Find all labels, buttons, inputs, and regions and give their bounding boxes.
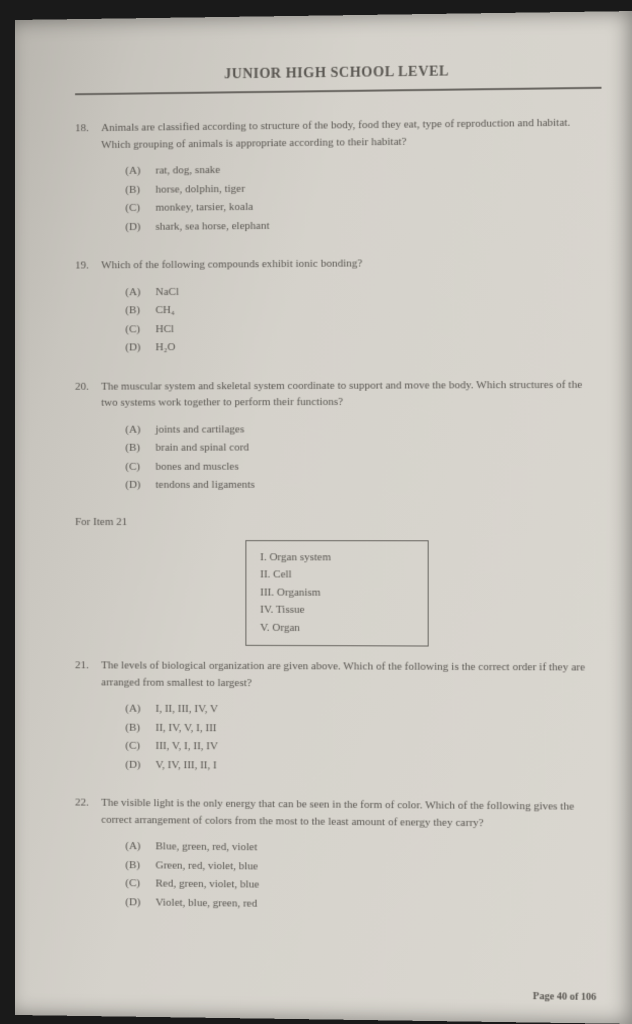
option-label: (A) [125,701,145,718]
option-text: joints and cartilages [155,421,244,438]
option: (D) tendons and ligaments [125,476,601,493]
option: (C) monkey, tarsier, koala [125,196,601,217]
option-text: Green, red, violet, blue [155,857,257,875]
option: (C) bones and muscles [125,457,601,474]
option-text: tendons and ligaments [155,477,254,494]
option: (C) III, V, I, II, IV [125,738,601,758]
box-item: I. Organ system [260,549,413,567]
questions-section-bottom: 21. The levels of biological organization… [75,658,601,916]
option-label: (D) [125,339,145,356]
option: (A) NaCl [125,281,601,301]
question-text: 18. Animals are classified according to s… [75,114,601,153]
option-text: H₂O [155,339,175,356]
question: 18. Animals are classified according to s… [75,114,601,235]
exam-page: JUNIOR HIGH SCHOOL LEVEL 18. Animals are … [15,11,632,1024]
option-label: (C) [125,200,145,217]
option: (D) Violet, blue, green, red [125,894,601,916]
question: 21. The levels of biological organization… [75,658,601,777]
option-label: (C) [125,321,145,338]
question-text: 22. The visible light is the only energy … [75,795,601,833]
option-label: (C) [125,876,145,893]
option-label: (B) [125,440,145,457]
page-footer: Page 40 of 106 [533,991,596,1003]
options-list: (A) NaCl (B) CH₄ (C) HCl (D) H₂O [125,281,601,356]
for-item-label: For Item 21 [75,515,601,527]
options-list: (A) rat, dog, snake (B) horse, dolphin, tig… [125,158,601,235]
options-list: (A) I, II, III, IV, V (B) II, IV, V, I, III… [125,701,601,777]
option: (D) H₂O [125,337,601,356]
question-body: The muscular system and skeletal system … [101,376,601,411]
options-list: (A) joints and cartilages (B) brain and spi… [125,420,601,494]
question-text: 21. The levels of biological organization… [75,658,601,694]
option: (B) brain and spinal cord [125,439,601,457]
reference-box: I. Organ systemII. CellIII. OrganismIV. … [245,540,428,647]
option: (B) horse, dolphin, tiger [125,177,601,198]
question-body: The visible light is the only energy tha… [101,795,601,833]
question: 19. Which of the following compounds exhi… [75,254,601,357]
option-text: horse, dolphin, tiger [155,180,245,197]
option-label: (B) [125,720,145,737]
option-text: brain and spinal cord [155,439,249,456]
question-number: 22. [75,795,93,828]
box-item: IV. Tissue [260,602,413,620]
question-body: The levels of biological organization ar… [101,658,601,694]
box-item: III. Organism [260,584,413,602]
option: (C) HCl [125,318,601,337]
option: (B) CH₄ [125,299,601,319]
option: (D) V, IV, III, II, I [125,757,601,777]
option-label: (B) [125,181,145,198]
box-item: II. Cell [260,566,413,584]
options-list: (A) Blue, green, red, violet (B) Green, red… [125,838,601,916]
question-body: Animals are classified according to stru… [101,114,601,153]
option-label: (B) [125,302,145,319]
option-label: (D) [125,218,145,235]
option-text: I, II, III, IV, V [155,701,218,718]
box-item: V. Organ [260,620,413,638]
question: 20. The muscular system and skeletal syst… [75,376,601,493]
option-label: (A) [125,421,145,438]
question-number: 21. [75,658,93,691]
option-text: CH₄ [155,302,174,319]
option-label: (C) [125,458,145,475]
question-number: 18. [75,120,93,153]
option-text: shark, sea horse, elephant [155,217,269,235]
option-text: III, V, I, II, IV [155,738,218,755]
option-text: monkey, tarsier, koala [155,199,253,216]
question-body: Which of the following compounds exhibit… [101,254,601,274]
option: (A) Blue, green, red, violet [125,838,601,859]
option: (A) I, II, III, IV, V [125,701,601,720]
question: 22. The visible light is the only energy … [75,795,601,916]
option: (B) Green, red, violet, blue [125,857,601,878]
option-label: (A) [125,284,145,301]
question-number: 20. [75,378,93,411]
option-text: II, IV, V, I, III [155,720,216,737]
option-label: (D) [125,477,145,494]
option: (D) shark, sea horse, elephant [125,214,601,235]
option-text: bones and muscles [155,458,238,475]
option: (B) II, IV, V, I, III [125,720,601,740]
option-text: Blue, green, red, violet [155,839,257,857]
option-label: (D) [125,894,145,911]
option-text: NaCl [155,283,178,300]
option: (A) joints and cartilages [125,420,601,438]
page-header: JUNIOR HIGH SCHOOL LEVEL [75,62,601,95]
option: (A) rat, dog, snake [125,158,601,179]
option-text: Violet, blue, green, red [155,895,257,913]
option-label: (B) [125,857,145,874]
option-label: (D) [125,757,145,774]
option-text: Red, green, violet, blue [155,876,259,894]
questions-section-top: 18. Animals are classified according to s… [75,114,601,493]
question-text: 20. The muscular system and skeletal syst… [75,376,601,411]
option-label: (C) [125,738,145,755]
option-text: rat, dog, snake [155,162,220,179]
option-label: (A) [125,838,145,855]
option-text: HCl [155,321,173,338]
option-label: (A) [125,163,145,180]
question-number: 19. [75,257,93,274]
question-text: 19. Which of the following compounds exhi… [75,254,601,275]
option-text: V, IV, III, II, I [155,757,216,774]
